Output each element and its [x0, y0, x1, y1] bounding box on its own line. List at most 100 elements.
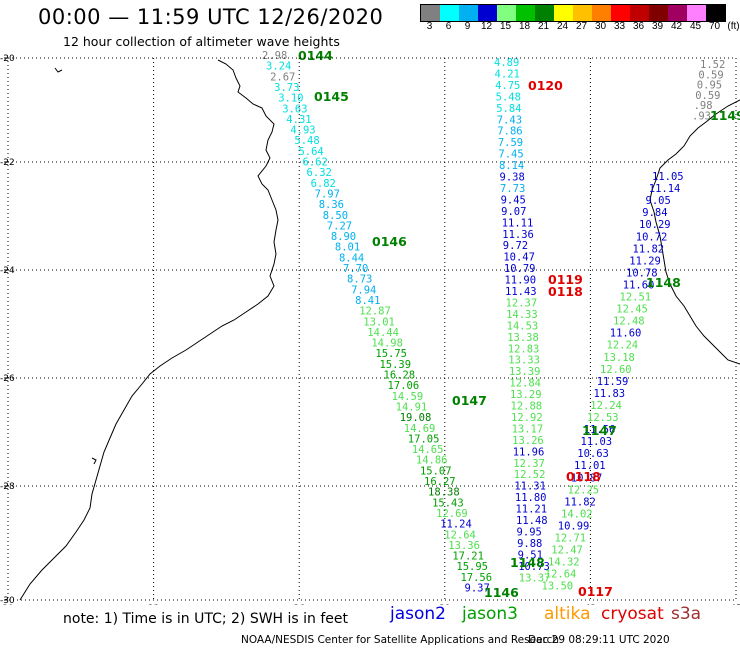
swh-value: 5.48 — [496, 91, 521, 103]
swh-value: 17.56 — [460, 572, 492, 584]
lat-tick-label: -26 — [0, 374, 15, 384]
swh-value: 11.11 — [502, 217, 534, 229]
swh-value: 11.05 — [652, 171, 684, 183]
lon-tick-label: 42 — [585, 604, 596, 605]
swh-value: 11.14 — [649, 183, 681, 195]
swh-value: 13.37 — [519, 572, 551, 584]
satellite-name: s3a — [671, 604, 702, 624]
swh-value: 10.79 — [504, 263, 536, 275]
scale-swatch — [668, 5, 687, 21]
swh-value: 9.88 — [517, 538, 542, 550]
altimeter-map: 2.983.242.673.733.103.634.314.935.485.64… — [0, 48, 740, 605]
swh-value: 16.28 — [384, 370, 416, 382]
swh-value: 11.80 — [515, 492, 547, 504]
swh-value: 12.69 — [436, 508, 468, 520]
africa-coastline — [19, 59, 279, 601]
scale-label: 9 — [464, 21, 471, 32]
swh-value: 12.71 — [555, 533, 587, 545]
swh-value: 13.38 — [507, 332, 539, 344]
swh-value: 10.63 — [577, 448, 609, 460]
swh-value: 10.78 — [626, 267, 658, 279]
swh-value: 8.73 — [347, 274, 372, 286]
swh-value: 8.01 — [335, 242, 360, 254]
swh-value: 5.64 — [298, 146, 323, 158]
footer-timestamp: Dec 29 08:29:11 UTC 2020 — [528, 634, 670, 646]
pass-label: 0144 — [298, 48, 333, 63]
swh-value: 9.07 — [501, 206, 526, 218]
scale-label: 18 — [518, 21, 531, 32]
swh-value: 18.38 — [428, 487, 460, 499]
swh-value: 11.01 — [574, 460, 606, 472]
pass-labels: 0144014501460147012001190118114811470118… — [298, 48, 740, 600]
swh-value: .93 — [692, 111, 711, 123]
lon-tick-label: 30 — [2, 604, 14, 605]
page-title: 00:00 — 11:59 UTC 12/26/2020 — [38, 5, 384, 29]
swh-value: 4.21 — [495, 68, 520, 80]
pass-label: 0146 — [372, 234, 407, 249]
swh-value: 11.21 — [515, 504, 547, 516]
swh-value: 11.96 — [513, 446, 545, 458]
swh-value: 0.59 — [698, 69, 723, 81]
swh-value: 12.88 — [511, 401, 543, 413]
swh-value: 14.69 — [404, 423, 436, 435]
scale-swatch — [592, 5, 611, 21]
island-small-1 — [54, 67, 63, 73]
lon-tick-label: 45 — [730, 604, 740, 605]
swh-value: 4.31 — [286, 114, 311, 126]
scale-label: 70 — [708, 21, 721, 32]
swh-value: 12.64 — [444, 529, 476, 541]
scale-label: 3 — [426, 21, 433, 32]
scale-swatch — [630, 5, 649, 21]
pass-label: 1148 — [510, 555, 545, 570]
swh-value: 11.29 — [629, 255, 661, 267]
swh-value: 13.29 — [510, 389, 542, 401]
swh-value: 0.95 — [697, 80, 722, 92]
swh-value: 13.01 — [363, 316, 395, 328]
scale-swatch — [516, 5, 535, 21]
swh-value: 14.02 — [561, 508, 593, 520]
swh-value: 3.73 — [274, 82, 299, 94]
swh-value: 11.90 — [504, 275, 536, 287]
pass-label: 0118 — [548, 284, 583, 299]
swh-value: 10.87 — [571, 472, 603, 484]
scale-swatch — [421, 5, 440, 21]
pass-label: 0119 — [548, 272, 583, 287]
swh-value: 6.82 — [311, 178, 336, 190]
swh-value: 12.45 — [616, 304, 648, 316]
satellite-name: altika — [544, 604, 591, 624]
swh-value: 10.47 — [503, 252, 535, 264]
swh-value: 8.41 — [355, 295, 380, 307]
satellite-name: jason2 — [390, 604, 446, 624]
swh-value: 7.45 — [498, 149, 523, 161]
swh-value: 9.84 — [642, 207, 667, 219]
swh-value: 11.43 — [505, 286, 537, 298]
swh-value: 4.89 — [494, 57, 519, 69]
units-note: note: 1) Time is in UTC; 2) SWH is in fe… — [63, 611, 349, 627]
swh-value: 8.14 — [499, 160, 524, 172]
swh-value: 14.32 — [548, 557, 580, 569]
swh-value: 7.27 — [327, 220, 352, 232]
scale-label: 39 — [651, 21, 664, 32]
scale-swatch — [459, 5, 478, 21]
swh-value: 8.44 — [339, 252, 364, 264]
scale-swatch — [554, 5, 573, 21]
swh-value: 12.84 — [509, 378, 541, 390]
pass-label: 0147 — [452, 393, 487, 408]
swh-value: 11.03 — [581, 436, 613, 448]
swh-value: 12.92 — [511, 412, 543, 424]
island-small-2 — [91, 457, 97, 465]
swh-value: 13.17 — [512, 423, 544, 435]
swh-value: 9.95 — [517, 526, 542, 538]
swh-value: 4.93 — [290, 125, 315, 137]
swh-value: 12.52 — [514, 469, 546, 481]
swh-value: 11.83 — [594, 388, 626, 400]
swh-value: 2.98 — [262, 50, 287, 62]
swh-value: 5.48 — [294, 135, 319, 147]
swh-value: 19.08 — [400, 412, 432, 424]
swh-value: 17.06 — [388, 380, 420, 392]
swh-value: 6.32 — [307, 167, 332, 179]
swh-value: 14.98 — [371, 338, 403, 350]
swh-value: 8.36 — [319, 199, 344, 211]
swh-value: 9.37 — [465, 583, 490, 595]
swh-value: 14.53 — [507, 320, 539, 332]
